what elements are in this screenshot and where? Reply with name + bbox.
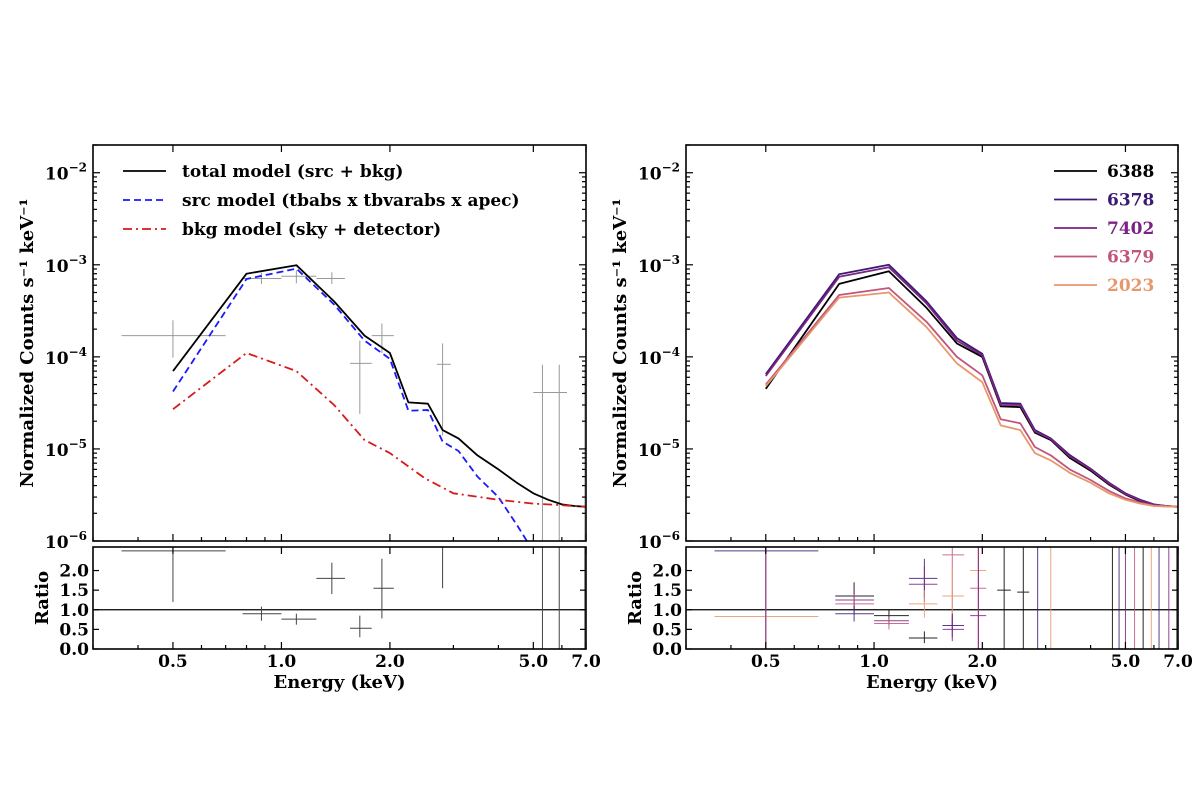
legend-label: bkg model (sky + detector) (182, 220, 441, 240)
y-tick-label: 10−6 (45, 529, 87, 553)
x-tick-label: 7.0 (571, 652, 601, 672)
ratio-point (835, 594, 875, 614)
ratio-point (316, 562, 345, 595)
legend: 6388 6378 7402 6379 2023 (1054, 162, 1154, 296)
data-point (551, 364, 568, 541)
x-tick-label: 2.0 (968, 652, 998, 672)
legend-label: 7402 (1107, 219, 1154, 239)
ratio-point (1017, 547, 1030, 649)
x-tick-label: 1.0 (859, 652, 889, 672)
ratio-point (970, 547, 987, 649)
ratio-point (835, 588, 875, 612)
y-tick-label: 10−5 (638, 437, 680, 461)
x-tick-label: 1.0 (267, 652, 297, 672)
ratio-tick-label: 0.5 (59, 620, 89, 640)
panel-left: 0.5 1.0 2.0 5.0 7.010−210−310−410−510−60.00.… (17, 144, 601, 693)
x-tick-label: 0.5 (158, 652, 188, 672)
ratio-point (942, 547, 965, 630)
y-tick-label: 10−4 (638, 345, 680, 369)
y-tick-label: 10−3 (45, 253, 87, 277)
ratio-point (835, 582, 875, 610)
main-frame (92, 144, 587, 542)
series-line-4 (765, 291, 1178, 508)
y-tick-label: 10−2 (45, 161, 87, 185)
data-point (281, 270, 317, 284)
legend: total model (src + bkg) src model (tbabs … (123, 162, 520, 240)
series-line-0 (765, 270, 1178, 508)
ratio-point (997, 547, 1011, 649)
y-tick-label: 10−4 (45, 345, 87, 369)
legend-label: 2023 (1107, 276, 1154, 296)
series-line-2 (765, 266, 1178, 508)
x-axis-title: Energy (keV) (866, 672, 998, 693)
legend-label: src model (tbabs x tbvarabs x apec) (182, 191, 520, 211)
series-line-0 (172, 264, 586, 508)
ratio-point (242, 606, 282, 621)
data-point (436, 343, 451, 436)
ratio-tick-label: 1.5 (59, 581, 89, 601)
x-tick-label: 5.0 (519, 652, 549, 672)
legend-label: total model (src + bkg) (182, 162, 403, 182)
x-tick-label: 7.0 (1163, 652, 1193, 672)
ratio-point (350, 615, 372, 638)
ratio-point (908, 631, 938, 644)
ratio-point (373, 558, 394, 619)
data-point (121, 320, 226, 358)
ratio-point (908, 566, 938, 602)
ratio-plot-area (93, 547, 586, 649)
main-frame (685, 144, 1179, 542)
panel-right: 0.5 1.0 2.0 5.0 7.010−210−310−410−510−60.00.… (610, 144, 1193, 693)
series-line-3 (765, 287, 1178, 508)
ratio-point (714, 547, 819, 649)
main-plot-area (121, 264, 586, 541)
ratio-axis-title: Ratio (625, 571, 646, 625)
ratio-point (835, 605, 875, 622)
series-line-2 (172, 352, 586, 508)
x-tick-label: 2.0 (375, 652, 405, 672)
y-tick-label: 10−3 (638, 253, 680, 277)
x-tick-label: 5.0 (1111, 652, 1141, 672)
legend-label: 6379 (1107, 248, 1154, 268)
legend-label: 6378 (1107, 191, 1154, 211)
ratio-point (714, 547, 819, 649)
ratio-tick-label: 2.0 (652, 562, 682, 582)
x-axis-title: Energy (keV) (274, 672, 406, 693)
main-plot-area (765, 263, 1178, 508)
data-point (316, 272, 345, 284)
ratio-tick-label: 0.0 (652, 640, 682, 660)
series-line-1 (172, 267, 528, 541)
ratio-tick-label: 0.5 (652, 620, 682, 640)
ratio-point (908, 590, 938, 618)
ratio-tick-label: 1.0 (59, 601, 89, 621)
x-tick-label: 0.5 (751, 652, 781, 672)
x-ticks (92, 144, 587, 650)
ratio-tick-label: 1.5 (652, 581, 682, 601)
ratio-tick-label: 2.0 (59, 562, 89, 582)
y-axis-title: Normalized Counts s⁻¹ keV⁻¹ (17, 198, 38, 487)
ratio-frame (685, 546, 1179, 650)
y-axis-title: Normalized Counts s⁻¹ keV⁻¹ (610, 198, 631, 487)
ratio-point (942, 566, 965, 626)
ratio-tick-label: 1.0 (652, 601, 682, 621)
ratio-point (942, 617, 965, 642)
ratio-point (942, 613, 965, 638)
y-tick-label: 10−2 (638, 161, 680, 185)
legend-label: 6388 (1107, 162, 1154, 182)
ratio-point (874, 617, 909, 630)
ratio-point (121, 547, 226, 602)
y-tick-label: 10−6 (638, 529, 680, 553)
ratio-point (281, 613, 317, 625)
ratio-point (908, 558, 938, 598)
ratio-point (874, 609, 909, 622)
data-point (533, 364, 552, 541)
y-tick-label: 10−5 (45, 437, 87, 461)
ratio-plot-area (686, 547, 1178, 649)
ratio-tick-label: 0.0 (59, 640, 89, 660)
x-ticks (685, 144, 1179, 650)
data-point (350, 340, 372, 414)
ratio-frame (92, 546, 587, 650)
ratio-axis-title: Ratio (32, 571, 53, 625)
